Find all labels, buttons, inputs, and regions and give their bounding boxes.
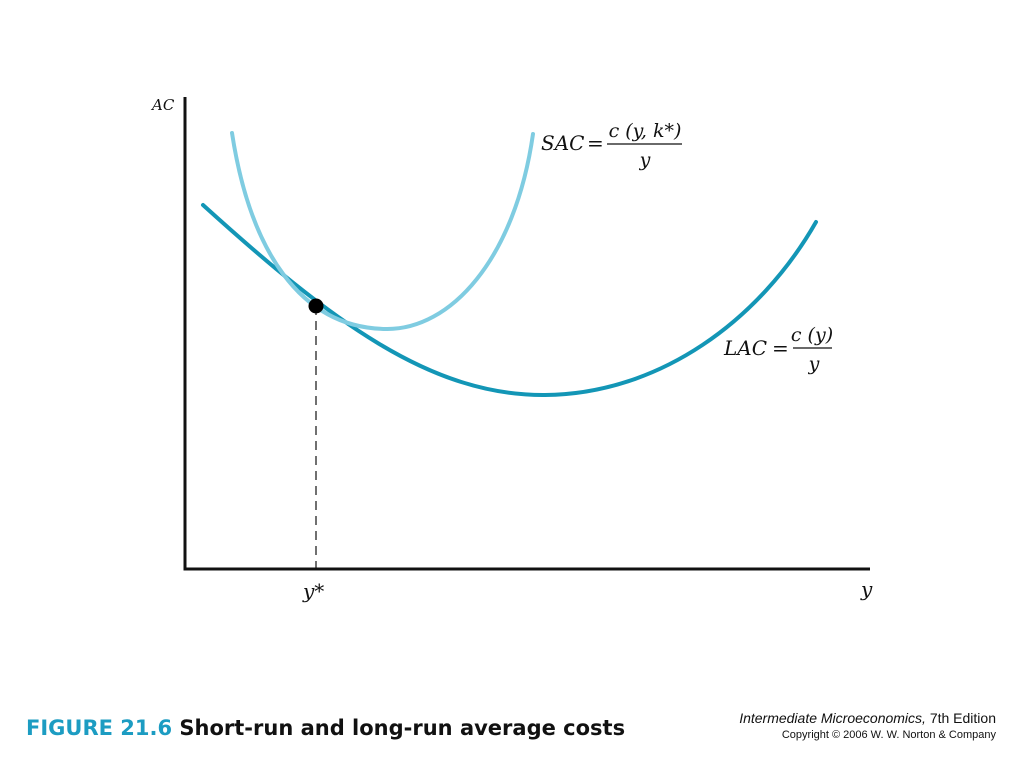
- figure-caption: FIGURE 21.6 Short-run and long-run avera…: [26, 716, 625, 740]
- book-credit: Intermediate Microeconomics, 7th Edition…: [739, 710, 996, 741]
- lac-label: LAC = c (y) y: [723, 324, 833, 375]
- y-axis-label: AC: [150, 96, 175, 114]
- copyright: Copyright © 2006 W. W. Norton & Company: [781, 729, 996, 741]
- sac-label-numerator: c (y, k*): [609, 120, 682, 142]
- x-tick-ystar: y*: [302, 579, 324, 603]
- figure-number: FIGURE 21.6: [26, 716, 173, 740]
- sac-label: SAC = c (y, k*) y: [541, 120, 682, 171]
- lac-label-numerator: c (y): [791, 324, 833, 346]
- lac-curve: [201, 203, 818, 398]
- book-edition: 7th Edition: [925, 710, 996, 726]
- sac-curve: [230, 131, 535, 332]
- sac-label-name: SAC: [541, 131, 584, 155]
- figure-title: Short-run and long-run average costs: [179, 716, 626, 740]
- tangency-point: [308, 298, 324, 314]
- sac-label-denominator: y: [639, 149, 651, 171]
- x-axis-label: y: [860, 577, 873, 601]
- lac-label-name: LAC: [723, 336, 767, 360]
- book-title-line: Intermediate Microeconomics, 7th Edition: [739, 710, 996, 726]
- book-title: Intermediate Microeconomics,: [739, 710, 926, 726]
- lac-label-denominator: y: [808, 353, 820, 375]
- sac-label-equals: =: [587, 131, 604, 155]
- lac-label-equals: =: [772, 336, 789, 360]
